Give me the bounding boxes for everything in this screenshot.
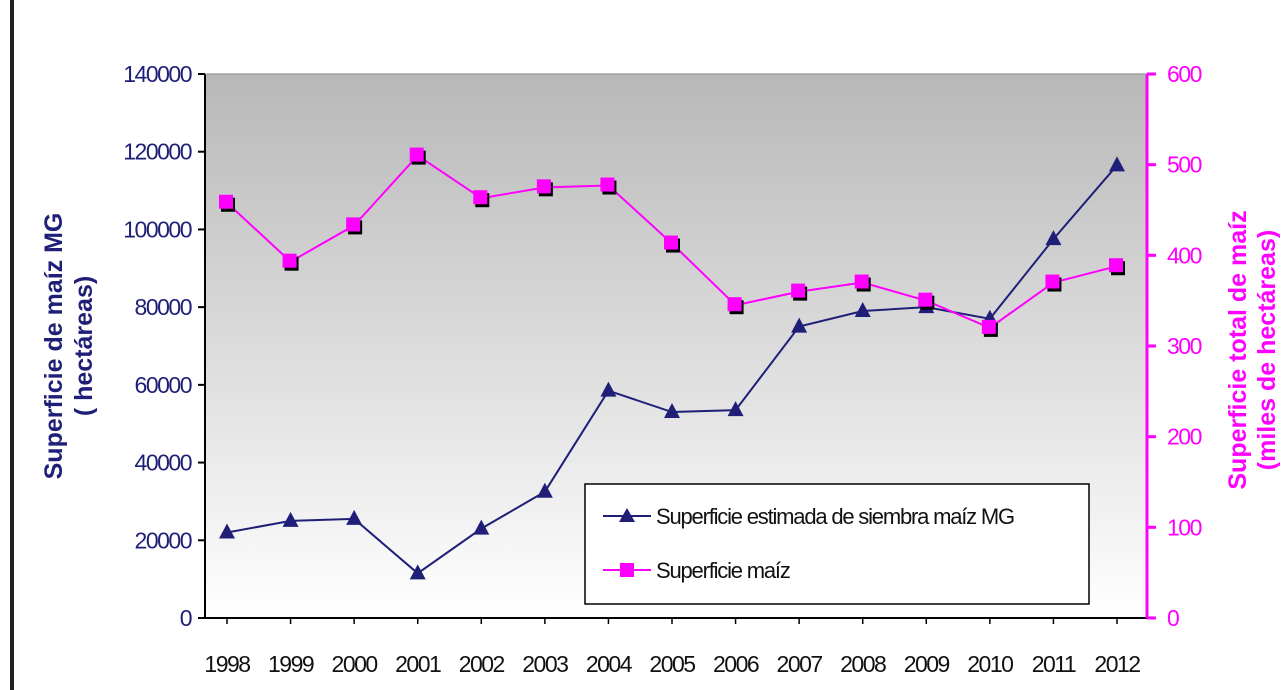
legend-box (584, 483, 1090, 605)
data-point-mg (536, 482, 553, 498)
right-axis-title-line2: (miles de hectáreas) (1253, 230, 1281, 470)
data-point-superficie-maiz (727, 297, 742, 312)
legend-marker-triangle (619, 508, 635, 522)
right-axis-title-line1: Superficie total de maíz (1224, 210, 1252, 489)
data-point-superficie-maiz (664, 235, 678, 250)
x-tick-label: 2000 (332, 651, 378, 677)
left-tick-label: 20000 (135, 527, 192, 553)
right-tick-label: 500 (1167, 152, 1202, 178)
legend: Superficie estimada de siembra maíz MG S… (584, 483, 1090, 605)
data-point-superficie-maiz (346, 217, 361, 232)
left-tick-label: 40000 (135, 450, 192, 476)
x-tick-label: 2004 (586, 651, 633, 677)
x-tick-label: 2006 (713, 651, 759, 677)
data-point-superficie-maiz (981, 319, 996, 334)
legend-marker-square (620, 563, 634, 577)
data-point-mg (1045, 230, 1062, 246)
data-point-superficie-maiz (536, 179, 551, 194)
x-tick-label: 2012 (1094, 651, 1140, 677)
left-border-rule (10, 0, 14, 690)
data-point-mg (473, 519, 490, 535)
data-point-superficie-maiz (219, 194, 233, 209)
x-tick-label: 2003 (522, 651, 568, 677)
x-tick-label: 2008 (840, 651, 886, 677)
left-axis-ticks: 0 20000 40000 60000 80000 100000 120000 140000 (123, 61, 205, 631)
data-point-superficie-maiz (282, 253, 297, 268)
data-point-superficie-maiz (918, 292, 933, 307)
left-tick-label: 140000 (123, 61, 191, 87)
legend-label-maiz: Superficie maíz (656, 558, 790, 583)
data-point-superficie-maiz (854, 274, 869, 289)
data-point-mg (791, 317, 808, 333)
x-tick-label: 2010 (967, 651, 1013, 677)
right-tick-label: 0 (1167, 605, 1179, 631)
data-point-superficie-maiz (600, 177, 615, 192)
data-point-mg (664, 403, 680, 419)
right-tick-label: 200 (1167, 424, 1202, 450)
left-tick-label: 0 (180, 605, 192, 631)
data-point-mg (282, 511, 299, 527)
data-point-superficie-maiz (1109, 258, 1123, 273)
x-tick-label: 2001 (395, 651, 441, 677)
left-tick-label: 100000 (123, 216, 191, 242)
data-point-mg (1109, 156, 1125, 172)
data-point-superficie-maiz (1045, 274, 1060, 289)
right-tick-label: 400 (1167, 242, 1202, 268)
x-axis-ticks: 1998 1999 2000 2001 2002 2003 2004 2005 2006 2007… (204, 618, 1142, 677)
right-axis-ticks: 0 100 200 300 400 500 600 (1147, 61, 1203, 631)
data-point-mg (854, 302, 871, 318)
right-tick-label: 100 (1167, 514, 1202, 540)
data-point-mg (219, 523, 235, 539)
left-tick-label: 120000 (123, 139, 191, 165)
legend-label-mg: Superficie estimada de siembra maíz MG (656, 504, 1014, 529)
left-tick-label: 80000 (135, 294, 192, 320)
data-point-mg (409, 564, 426, 580)
x-tick-label: 1999 (268, 651, 314, 677)
data-point-mg (346, 509, 363, 525)
x-tick-label: 2007 (777, 651, 823, 677)
x-tick-label: 2005 (649, 651, 695, 677)
x-tick-label: 2011 (1032, 651, 1076, 677)
x-tick-label: 2002 (459, 651, 505, 677)
left-axis-title-line2: ( hectáreas) (70, 276, 98, 416)
data-point-superficie-maiz (409, 147, 424, 162)
left-tick-label: 60000 (135, 372, 192, 398)
data-point-superficie-maiz (473, 190, 488, 205)
series (219, 147, 1125, 580)
right-tick-label: 600 (1167, 61, 1202, 87)
x-tick-label: 1998 (204, 651, 250, 677)
right-tick-label: 300 (1167, 333, 1202, 359)
x-tick-label: 2009 (904, 651, 950, 677)
data-point-mg (727, 401, 744, 417)
data-point-mg (600, 381, 617, 397)
left-axis-title-line1: Superficie de maíz MG (40, 213, 68, 480)
data-point-superficie-maiz (791, 283, 806, 298)
